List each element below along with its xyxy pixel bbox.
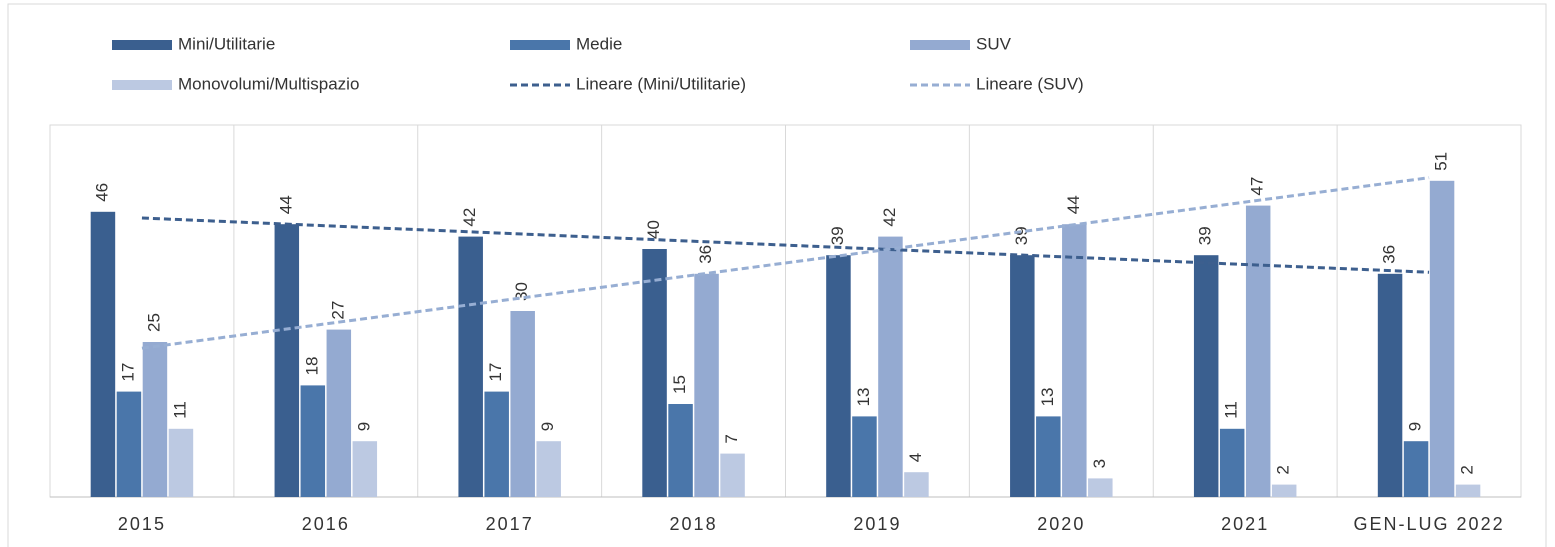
bar [352, 441, 378, 497]
chart-frame [7, 3, 1547, 547]
bar [720, 453, 745, 497]
data-label: 42 [880, 208, 899, 227]
data-label: 17 [118, 363, 137, 382]
data-label: 18 [302, 356, 321, 375]
trend-line [141, 216, 1430, 274]
bar [1403, 441, 1429, 497]
bar [1429, 180, 1455, 498]
data-label: 7 [722, 434, 741, 443]
data-label: 15 [670, 375, 689, 394]
data-label: 4 [906, 453, 925, 462]
legend-label: Medie [576, 34, 622, 53]
x-tick-label: 2020 [1037, 514, 1085, 534]
bar [458, 236, 483, 497]
x-tick-label: 2016 [302, 514, 350, 534]
x-tick-label: GEN-LUG 2022 [1354, 514, 1505, 534]
data-label: 3 [1090, 459, 1109, 468]
data-label: 39 [1012, 226, 1031, 245]
bar [510, 311, 535, 497]
data-label: 44 [1064, 195, 1083, 214]
data-label: 39 [1196, 226, 1215, 245]
data-label: 9 [538, 422, 557, 431]
bar [826, 255, 851, 497]
data-label: 36 [1380, 245, 1399, 264]
data-label: 36 [696, 245, 715, 264]
bar [90, 211, 116, 498]
data-label: 9 [354, 422, 373, 431]
bar [484, 391, 509, 497]
trend-line [141, 176, 1430, 350]
data-label: 11 [170, 401, 189, 419]
legend-label: Monovolumi/Multispazio [178, 74, 359, 93]
data-label: 2 [1274, 465, 1293, 474]
bar [852, 416, 877, 497]
bar [1219, 428, 1245, 497]
data-label: 25 [144, 313, 163, 332]
data-label: 44 [276, 195, 295, 214]
data-label: 51 [1432, 152, 1451, 171]
bar [1245, 205, 1271, 497]
bar [1010, 255, 1035, 497]
data-label: 27 [328, 301, 347, 320]
data-label: 13 [854, 387, 873, 406]
bar [642, 249, 667, 497]
bar [536, 441, 561, 497]
bar [326, 329, 352, 497]
bar [116, 391, 142, 497]
bar [1193, 255, 1219, 497]
x-tick-label: 2019 [853, 514, 901, 534]
bar [168, 428, 194, 497]
bar [694, 273, 719, 497]
x-tick-label: 2017 [486, 514, 534, 534]
bar [300, 385, 326, 497]
x-tick-label: 2018 [670, 514, 718, 534]
data-label: 11 [1222, 401, 1241, 419]
bar [1036, 416, 1061, 497]
legend-swatch [112, 80, 172, 90]
bar [668, 404, 693, 497]
legend-swatch [910, 40, 970, 50]
legend-swatch [510, 40, 570, 50]
bar [1377, 273, 1403, 497]
bar [274, 224, 300, 497]
bar [904, 472, 929, 497]
data-label: 46 [92, 183, 111, 202]
legend-label: Lineare (SUV) [976, 74, 1084, 93]
bar [142, 342, 168, 497]
data-label: 40 [644, 220, 663, 239]
data-label: 2 [1458, 465, 1477, 474]
legend-label: Lineare (Mini/Utilitarie) [576, 74, 746, 93]
legend-label: Mini/Utilitarie [178, 34, 275, 53]
x-tick-label: 2021 [1221, 514, 1269, 534]
bar [1088, 478, 1113, 497]
bar [1455, 484, 1481, 497]
data-label: 17 [486, 363, 505, 382]
bar [1271, 484, 1297, 497]
bar [1062, 224, 1087, 497]
data-label: 13 [1038, 387, 1057, 406]
data-label: 42 [460, 208, 479, 227]
data-label: 47 [1248, 177, 1267, 196]
legend-swatch [112, 40, 172, 50]
data-label: 9 [1406, 422, 1425, 431]
data-label: 39 [828, 226, 847, 245]
bar [878, 236, 903, 497]
legend-label: SUV [976, 34, 1012, 53]
x-tick-label: 2015 [118, 514, 166, 534]
